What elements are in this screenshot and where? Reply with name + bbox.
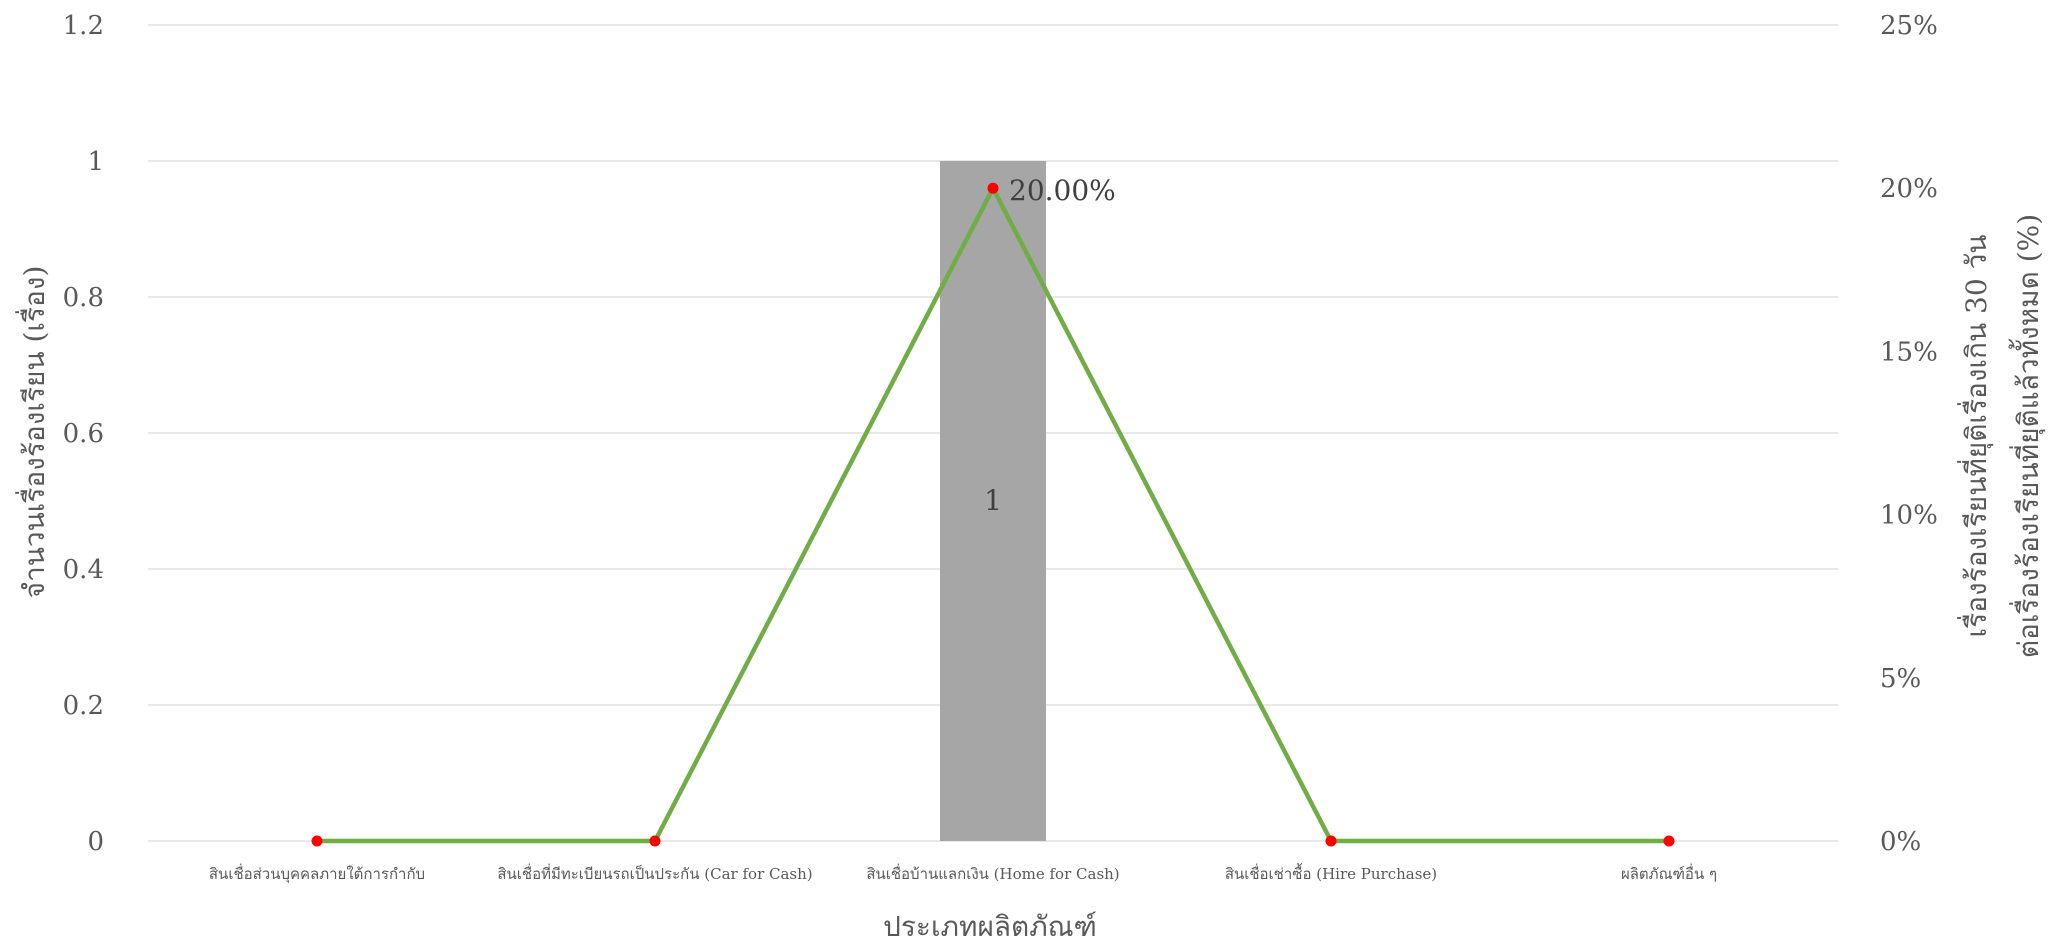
y-tick-label: 0.8 bbox=[63, 283, 104, 313]
y2-tick-label: 20% bbox=[1880, 174, 1938, 204]
y-tick-label: 1 bbox=[87, 147, 104, 177]
y-tick-label: 0 bbox=[87, 827, 104, 857]
y2-tick-label: 25% bbox=[1880, 11, 1938, 41]
y2-axis-title-line1: เรื่องร้องเรียนที่ยุติเรื่องเกิน 30 วัน bbox=[1957, 235, 1994, 638]
y2-tick-label: 0% bbox=[1880, 827, 1921, 857]
category-label: สินเชื่อที่มีทะเบียนรถเป็นประกัน (Car fo… bbox=[497, 863, 812, 883]
y-tick-label: 0.6 bbox=[63, 419, 104, 449]
bar-value-label: 1 bbox=[984, 484, 1002, 517]
line-point bbox=[649, 835, 661, 847]
left-axis-ticks: 0 0.2 0.4 0.6 0.8 1 1.2 bbox=[63, 11, 104, 857]
right-axis-ticks: 0% 5% 10% 15% 20% 25% bbox=[1880, 11, 1938, 857]
y-tick-label: 0.4 bbox=[63, 555, 104, 585]
category-label: ผลิตภัณฑ์อื่น ๆ bbox=[1621, 863, 1717, 883]
y2-tick-label: 15% bbox=[1880, 337, 1938, 367]
y2-axis-title-line2: ต่อเรื่องร้องเรียนที่ยุติแล้วทั้งหมด (%) bbox=[2008, 214, 2046, 658]
y2-tick-label: 10% bbox=[1880, 501, 1938, 531]
line-value-label: 20.00% bbox=[1009, 174, 1116, 207]
y-tick-label: 1.2 bbox=[63, 11, 104, 41]
line-point bbox=[311, 835, 323, 847]
category-label: สินเชื่อส่วนบุคคลภายใต้การกำกับ bbox=[209, 863, 425, 884]
line-point bbox=[987, 182, 999, 194]
category-label: สินเชื่อบ้านแลกเงิน (Home for Cash) bbox=[866, 863, 1119, 883]
y-axis-title: จำนวนเรื่องร้องเรียน (เรื่อง) bbox=[15, 266, 51, 599]
line-series: 20.00% bbox=[311, 174, 1675, 847]
x-axis-title: ประเภทผลิตภัณฑ์ bbox=[883, 910, 1097, 943]
line-point bbox=[1663, 835, 1675, 847]
y2-tick-label: 5% bbox=[1880, 664, 1921, 694]
line-point bbox=[1325, 835, 1337, 847]
bar bbox=[940, 161, 1046, 841]
category-labels: สินเชื่อส่วนบุคคลภายใต้การกำกับ สินเชื่อท… bbox=[209, 863, 1717, 884]
category-label: สินเชื่อเช่าซื้อ (Hire Purchase) bbox=[1225, 863, 1437, 883]
y-tick-label: 0.2 bbox=[63, 691, 104, 721]
bar-series: 1 bbox=[940, 161, 1046, 841]
